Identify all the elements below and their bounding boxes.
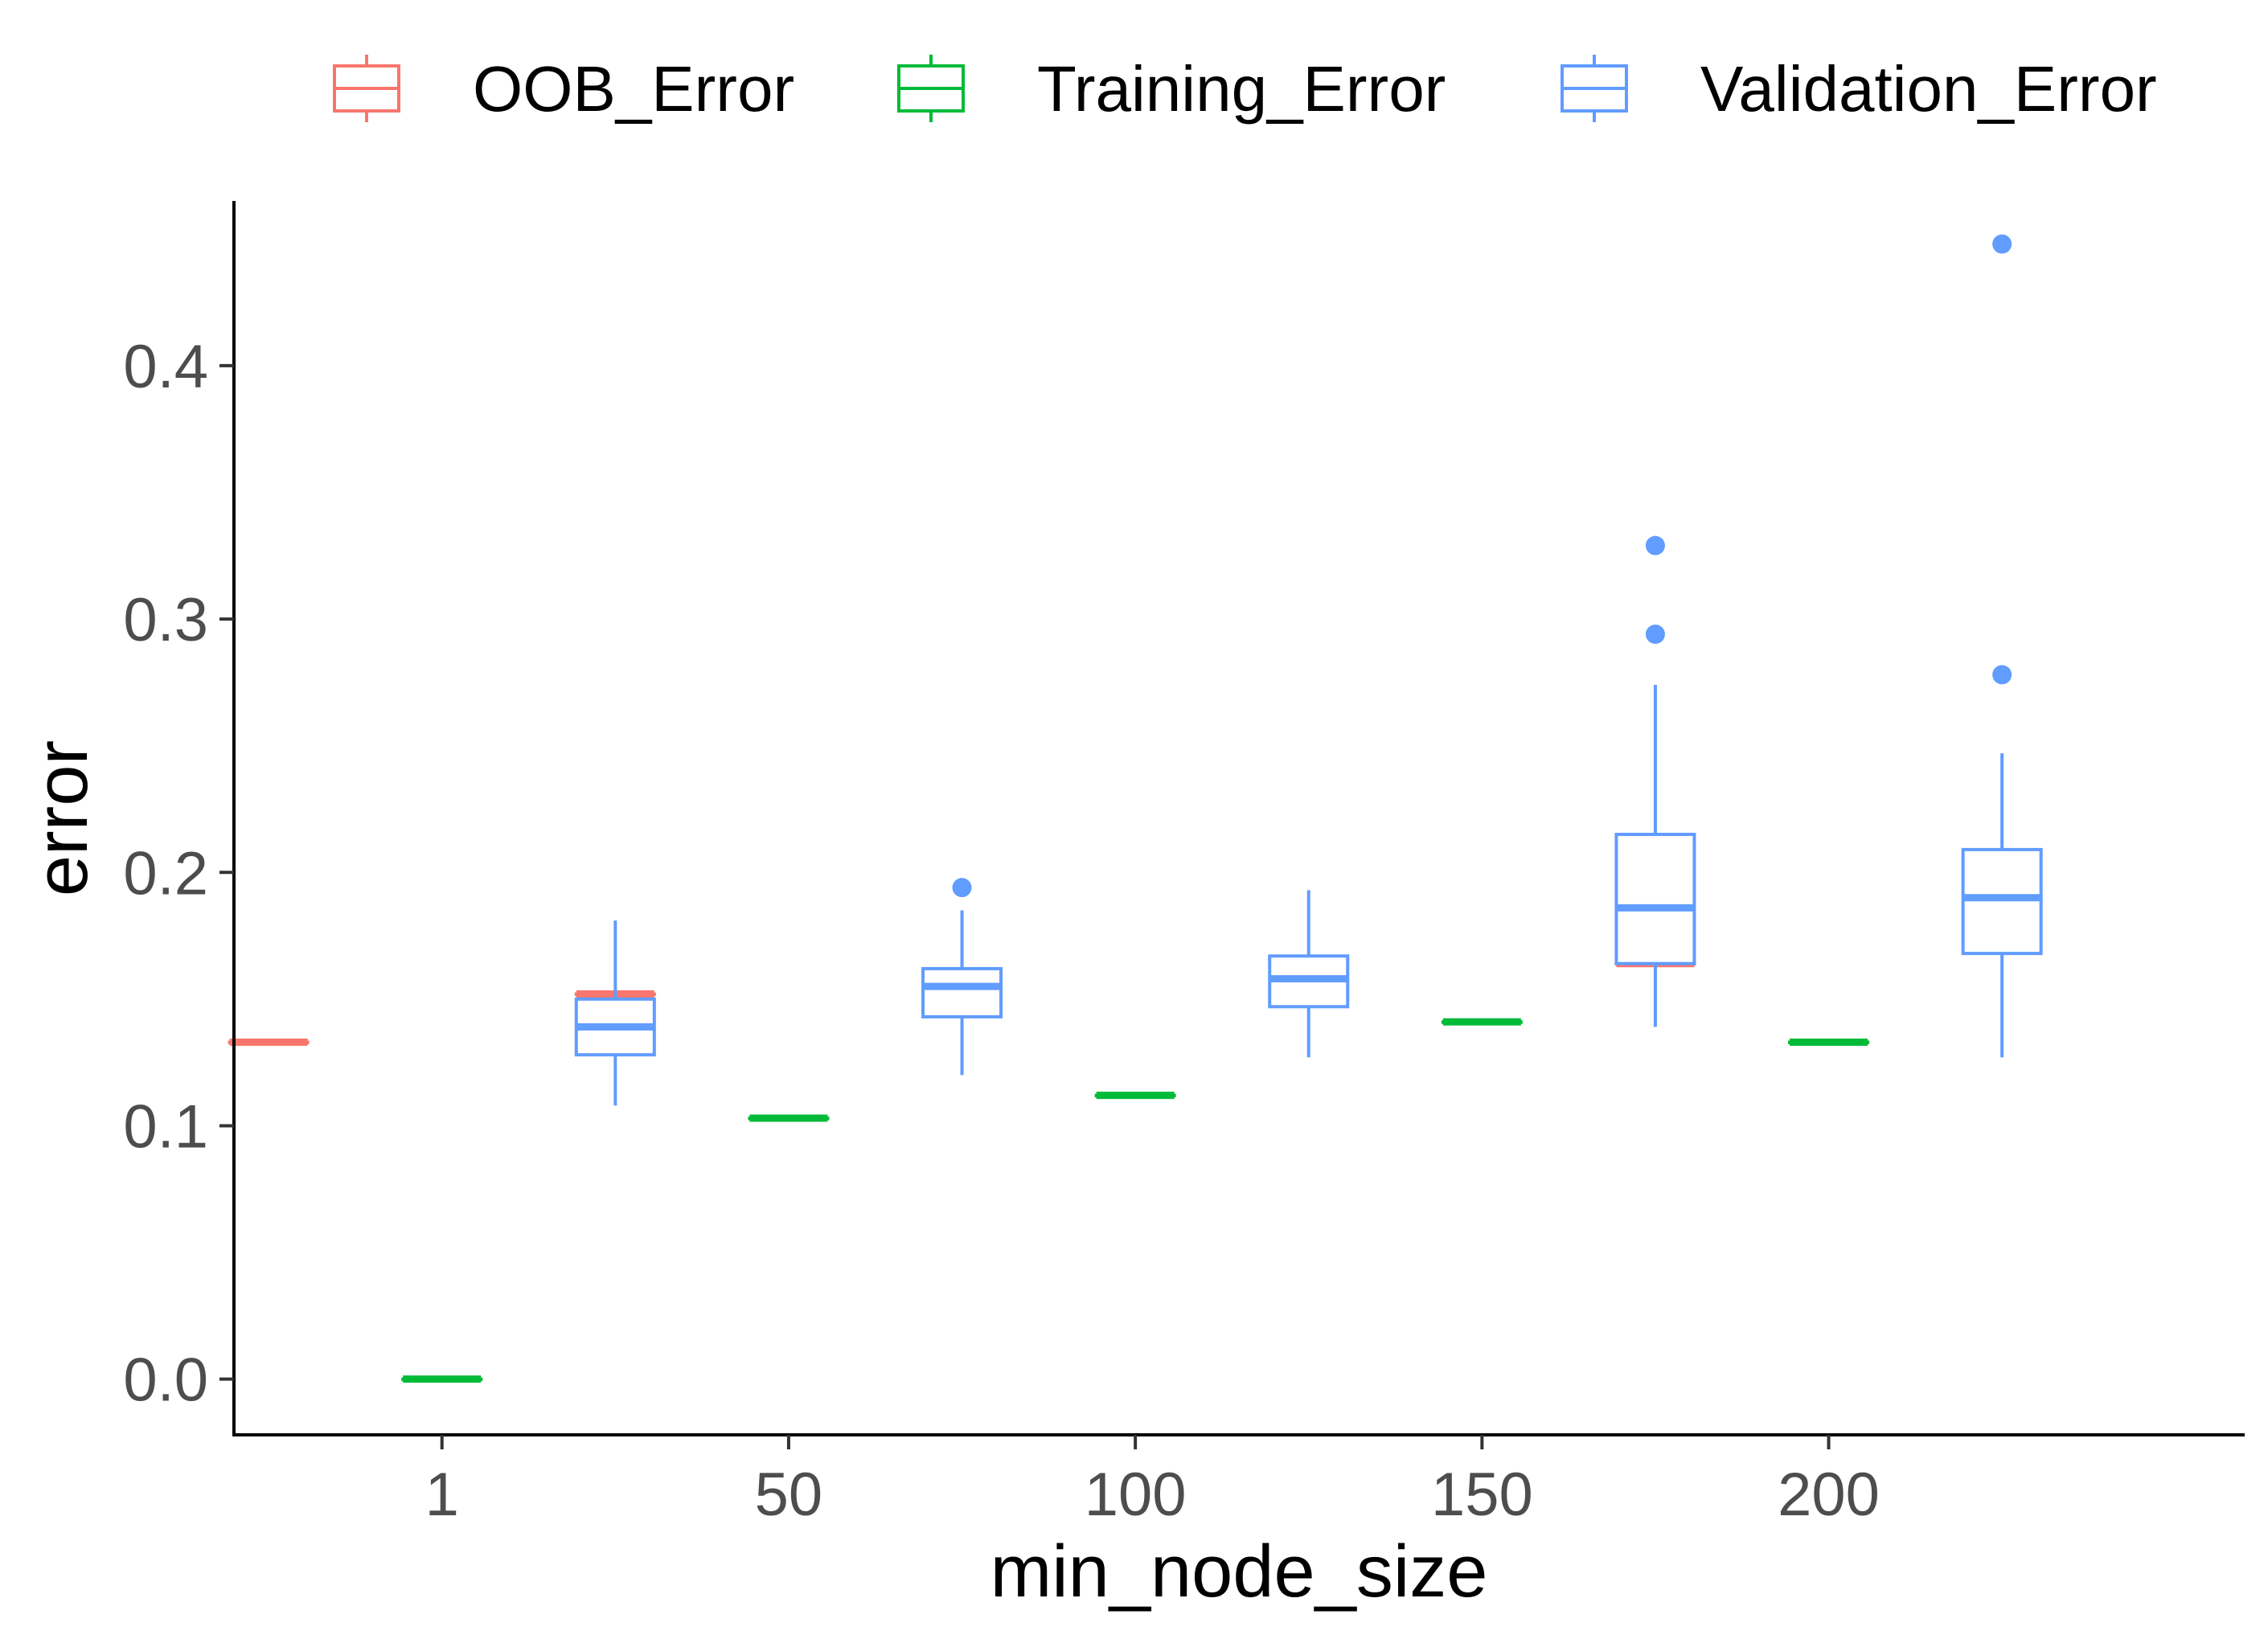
box-validation-error xyxy=(1268,890,1350,1058)
x-tick-label: 150 xyxy=(1431,1461,1533,1529)
y-axis-title: error xyxy=(21,740,103,896)
legend-item-training-error: Training_Error xyxy=(897,53,1446,125)
y-tick-label: 0.1 xyxy=(123,1092,208,1161)
legend-item-oob-error: OOB_Error xyxy=(333,53,794,125)
box-training-error xyxy=(401,1375,483,1383)
legend-label: Training_Error xyxy=(1037,53,1446,125)
box-iqr xyxy=(1614,832,1696,965)
legend-label: OOB_Error xyxy=(473,53,794,125)
box-training-error xyxy=(748,1114,830,1122)
legend-label: Validation_Error xyxy=(1700,53,2157,125)
box-iqr xyxy=(1961,847,2043,956)
y-tick-label: 0.0 xyxy=(123,1346,208,1415)
ticks: 0.00.10.20.30.41 50 100 150 200 xyxy=(123,333,1880,1529)
box-iqr xyxy=(921,967,1003,1018)
outlier-point xyxy=(1992,234,2012,254)
outlier-point xyxy=(952,878,972,898)
y-tick-label: 0.4 xyxy=(123,333,208,401)
outlier-point xyxy=(1992,665,2012,685)
y-tick-label: 0.3 xyxy=(123,586,208,654)
box-training-error xyxy=(1788,1038,1870,1046)
legend-item-validation-error: Validation_Error xyxy=(1561,53,2157,125)
legend: OOB_Error Training_Error Validation_Error xyxy=(333,53,2157,125)
outlier-point xyxy=(1645,535,1665,555)
x-tick-label: 50 xyxy=(755,1461,823,1529)
y-tick-label: 0.2 xyxy=(123,839,208,908)
box-oob-error xyxy=(228,1038,310,1046)
box-validation-error xyxy=(921,878,1003,1076)
x-axis-title: min_node_size xyxy=(990,1531,1488,1613)
box-validation-error xyxy=(1614,535,1696,1027)
box-validation-error xyxy=(1961,234,2043,1058)
x-tick-label: 1 xyxy=(425,1461,459,1529)
box-validation-error xyxy=(574,920,656,1106)
x-tick-label: 200 xyxy=(1778,1461,1880,1529)
x-tick-label: 100 xyxy=(1085,1461,1187,1529)
plot-area xyxy=(228,234,2043,1383)
outlier-point xyxy=(1645,624,1665,644)
axes xyxy=(232,201,2245,1436)
